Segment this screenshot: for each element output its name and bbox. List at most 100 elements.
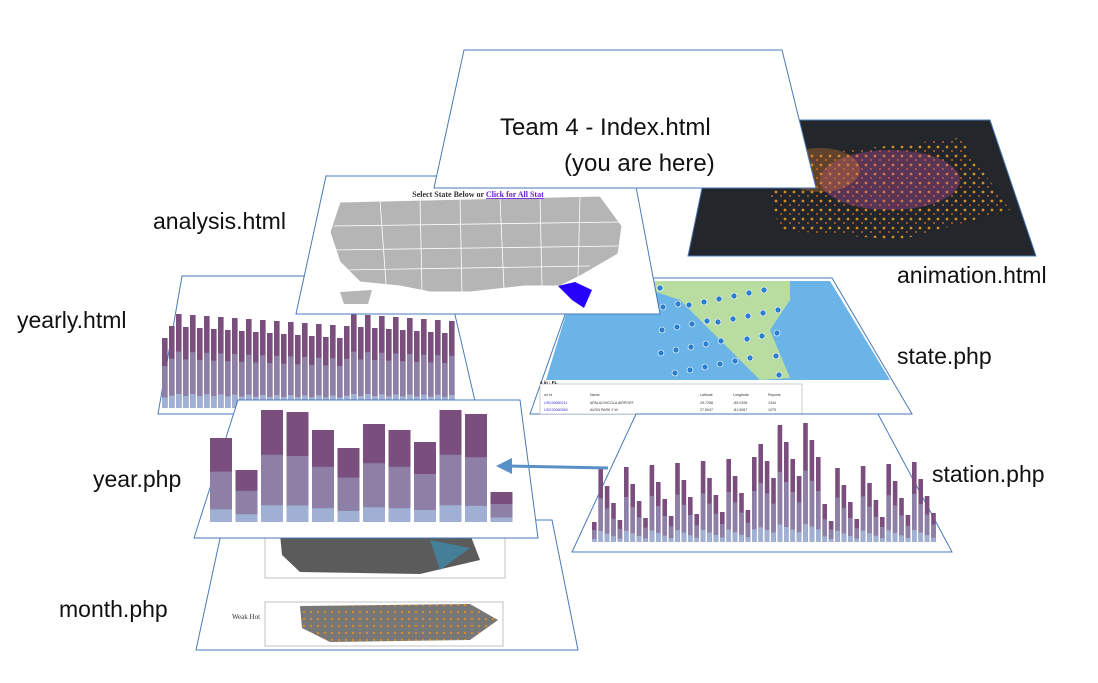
yearly-thumb-bar-low [211, 396, 217, 408]
state-map-pin [674, 300, 682, 308]
station-thumb-bar-low [796, 532, 802, 542]
station-thumb-bar-mid [784, 482, 789, 542]
station-thumb-bar-low [854, 538, 859, 542]
year-thumb-bar-low [312, 508, 334, 522]
station-thumb-bar-low [668, 538, 674, 542]
station-thumb-bar-low [841, 533, 847, 542]
station-thumb-bar-low [886, 530, 891, 542]
station-thumb-bar-low [931, 537, 936, 542]
yearly-thumb-bar-mid [442, 363, 448, 408]
station-thumb-bar-mid [611, 518, 616, 542]
state-table-cell: APALACHICOLA AIRPORT [590, 401, 635, 405]
yearly-thumb-bar-mid [176, 351, 182, 408]
label-yearly[interactable]: yearly.html [17, 307, 127, 333]
state-map-pin [685, 301, 693, 309]
state-table-header-cell: Name [590, 393, 600, 397]
station-thumb-bar-low [777, 524, 783, 542]
label-animation[interactable]: animation.html [897, 262, 1047, 288]
station-thumb-bar-low [899, 535, 904, 542]
station-thumb-bar-mid [771, 503, 776, 542]
state-map-pin [714, 318, 722, 326]
label-analysis[interactable]: analysis.html [153, 208, 286, 234]
yearly-thumb-bar-mid [253, 362, 259, 408]
station-thumb-bar-mid [848, 518, 853, 542]
analysis-header-link[interactable]: Click for All Stat [486, 190, 544, 199]
year-thumb-bar-low [286, 505, 309, 522]
yearly-thumb-bar-low [176, 393, 182, 408]
state-map-pin [673, 323, 681, 331]
station-thumb-bar-low [726, 529, 731, 542]
state-map-pin [672, 346, 680, 354]
station-thumb-bar-low [707, 532, 712, 542]
station-thumb-bar-mid [624, 497, 629, 542]
station-thumb-bar-mid [816, 491, 821, 542]
yearly-thumb-bar-low [197, 396, 203, 408]
state-table-header-cell: Reports [768, 393, 781, 397]
station-thumb-bar-mid [873, 516, 879, 542]
station-thumb-bar-low [924, 535, 930, 542]
state-map-pin [687, 343, 695, 351]
state-map-pin [774, 306, 782, 314]
state-map-pin [717, 337, 725, 345]
state-map-pin [730, 292, 738, 300]
state-table-header-cell: Latitude [700, 393, 713, 397]
station-thumb-bar-mid [880, 527, 885, 542]
station-thumb-bar-low [809, 526, 815, 542]
station-thumb-bar-low [611, 536, 616, 542]
yearly-thumb-bar-mid [344, 358, 350, 408]
station-thumb-bar-mid [860, 496, 866, 542]
station-thumb-bar-mid [809, 480, 815, 542]
year-thumb-bar-low [235, 514, 258, 522]
station-thumb-bar-low [624, 530, 629, 542]
year-thumb-bar-low [465, 505, 487, 522]
station-thumb-bar-low [656, 533, 661, 542]
state-map-pin [701, 363, 709, 371]
yearly-thumb-bar-mid [400, 361, 406, 408]
label-year[interactable]: year.php [93, 466, 182, 492]
yearly-thumb-bar-mid [365, 352, 371, 408]
yearly-thumb-bar-mid [169, 358, 175, 408]
state-table-header-cell: on Id [544, 393, 552, 397]
state-map-pin [760, 286, 768, 294]
yearly-thumb-bar-mid [183, 359, 189, 408]
station-thumb-bar-low [630, 533, 635, 542]
station-thumb-bar-mid [675, 494, 680, 542]
state-map-pin [746, 354, 754, 362]
label-state[interactable]: state.php [897, 343, 992, 369]
station-thumb-bar-low [604, 533, 610, 542]
year-thumb-bar-low [388, 508, 411, 522]
label-month[interactable]: month.php [59, 596, 168, 622]
yearly-thumb-bar-mid [211, 360, 217, 408]
yearly-thumb-bar-mid [197, 360, 203, 408]
yearly-thumb-bar-mid [386, 360, 392, 408]
yearly-thumb-bar-mid [309, 364, 315, 408]
yearly-thumb-bar-mid [379, 352, 385, 408]
analysis-panel: Select State Below or Click for All Stat [295, 175, 661, 315]
state-map-pin [715, 295, 723, 303]
yearly-thumb-bar-mid [204, 352, 210, 408]
station-thumb-bar-mid [720, 524, 725, 542]
yearly-thumb-bar-low [183, 395, 189, 408]
state-table-heading: s in : FL [540, 380, 557, 385]
station-thumb-bar-mid [592, 530, 597, 542]
station-thumb-bar-mid [892, 505, 898, 542]
yearly-thumb-bar-mid [225, 361, 231, 408]
station-thumb-bar-mid [662, 516, 667, 542]
state-table-cell: -81.5267 [733, 408, 747, 412]
station-thumb-bar-mid [643, 527, 648, 542]
yearly-thumb-bar-mid [372, 360, 378, 408]
station-thumb-bar-low [790, 529, 795, 542]
state-map-pin [702, 340, 710, 348]
state-table-cell: 1375 [768, 408, 776, 412]
year-thumb-bar-low [439, 505, 462, 522]
label-station[interactable]: station.php [932, 461, 1045, 487]
state-map-pin [745, 289, 753, 297]
station-thumb-bar-low [643, 538, 648, 542]
station-thumb-bar-mid [918, 504, 923, 542]
station-thumb-bar-low [617, 538, 623, 542]
station-thumb-bar-low [816, 529, 821, 542]
index-title: Team 4 - Index.html [500, 114, 711, 141]
station-thumb-bar-low [675, 530, 680, 542]
station-thumb-bar-mid [649, 495, 655, 542]
